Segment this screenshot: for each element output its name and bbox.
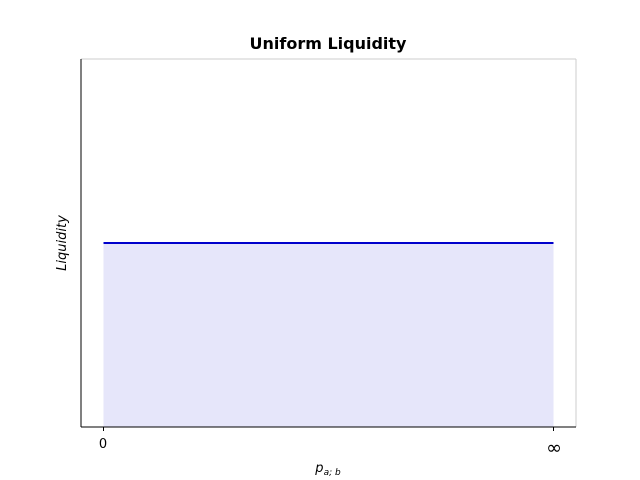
liquidity-area-0 bbox=[103, 243, 554, 427]
x-tick-label-1: ∞ bbox=[546, 437, 562, 459]
chart-title: Uniform Liquidity bbox=[250, 34, 408, 53]
x-axis-label: pa; b bbox=[314, 461, 341, 478]
y-axis-label: Liquidity bbox=[55, 215, 70, 271]
x-axis-label-sub: a; b bbox=[324, 468, 341, 478]
x-axis-label-base: p bbox=[314, 461, 323, 476]
x-tick-label-0: 0 bbox=[99, 437, 107, 452]
